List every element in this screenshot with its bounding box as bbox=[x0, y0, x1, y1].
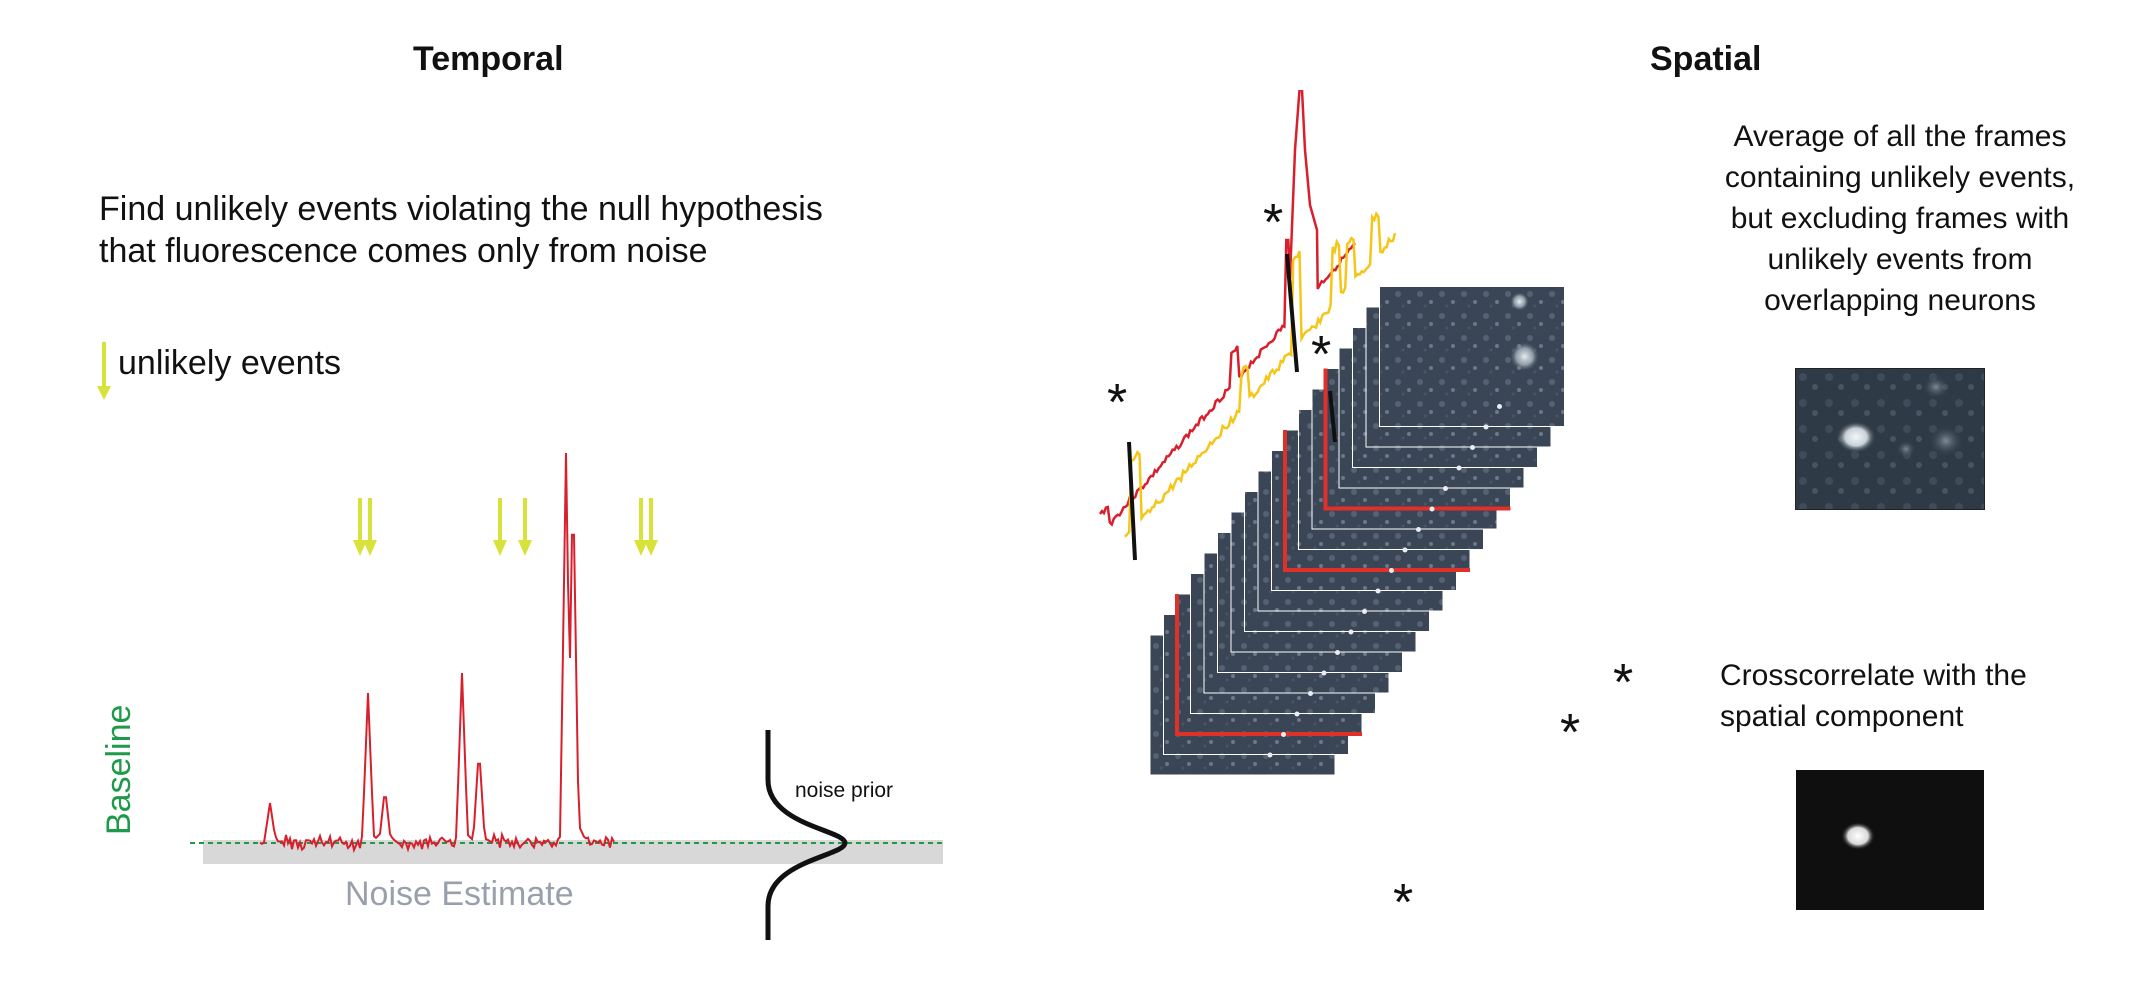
noise-prior-label: noise prior bbox=[795, 779, 893, 802]
highlighted-frame-border bbox=[1283, 430, 1470, 572]
frame-bright-spot bbox=[1429, 506, 1435, 512]
frame-bright-spot bbox=[1294, 711, 1300, 717]
neuron-blob bbox=[1510, 292, 1529, 311]
temporal-description-line1: Find unlikely events violating the null … bbox=[99, 190, 823, 228]
frame-bright-spot bbox=[1402, 547, 1408, 553]
spatial-component-blob bbox=[1841, 822, 1875, 850]
frame-bright-spot bbox=[1456, 465, 1462, 471]
temporal-trace-diagram: noise prior Baseline Noise Estimate bbox=[100, 452, 945, 940]
frame-bright-spot bbox=[1348, 629, 1354, 635]
average-line: Average of all the frames bbox=[1733, 120, 2067, 153]
frame-bright-spot bbox=[1308, 691, 1313, 696]
frame-bright-spot bbox=[1443, 486, 1448, 491]
event-segment bbox=[1328, 390, 1337, 443]
asterisk-marker: * bbox=[1560, 704, 1580, 762]
temporal-description: Find unlikely events violating the null … bbox=[99, 188, 823, 272]
event-arrow bbox=[363, 498, 377, 556]
legend-label: unlikely events bbox=[118, 344, 342, 382]
spatial-yellow-trace bbox=[1124, 211, 1397, 538]
asterisk-marker: * bbox=[1393, 874, 1413, 932]
average-line: containing unlikely events, bbox=[1724, 161, 2076, 194]
legend-arrow-icon bbox=[97, 342, 111, 400]
temporal-title: Temporal bbox=[413, 40, 564, 78]
frame-bright-spot bbox=[1389, 568, 1394, 573]
event-arrow bbox=[644, 498, 658, 556]
highlighted-frame-border bbox=[1323, 368, 1511, 511]
average-frame-texture bbox=[1796, 369, 1984, 509]
noise-prior-curve bbox=[765, 730, 848, 940]
average-line: overlapping neurons bbox=[1764, 284, 2036, 317]
spatial-component-image bbox=[1796, 770, 1984, 910]
frame-bright-spot bbox=[1281, 732, 1286, 737]
frame-bright-spot bbox=[1497, 404, 1502, 409]
spatial-title: Spatial bbox=[1650, 40, 1762, 78]
event-arrow bbox=[634, 498, 648, 556]
temporal-description-line2: that fluorescence comes only from noise bbox=[99, 232, 708, 270]
average-frames-description: Average of all the frames containing unl… bbox=[1660, 116, 2140, 321]
highlighted-frame-border bbox=[1175, 594, 1362, 736]
neuron-blob bbox=[1928, 425, 1964, 457]
asterisk-marker: * bbox=[1613, 654, 1633, 712]
neuron-blob bbox=[1836, 421, 1876, 453]
frame-bright-spot bbox=[1416, 527, 1421, 532]
unlikely-event-arrows bbox=[353, 498, 658, 556]
event-segment bbox=[1285, 253, 1299, 373]
frame-bright-spot bbox=[1375, 588, 1381, 594]
event-arrow bbox=[353, 498, 367, 556]
neuron-blob bbox=[1896, 440, 1916, 458]
frame-bright-spot bbox=[1335, 650, 1340, 655]
spatial-frames-diagram: * * * * * * bbox=[1098, 90, 1633, 932]
neuron-blob bbox=[1510, 342, 1539, 371]
event-arrow bbox=[518, 498, 532, 556]
crosscorrelate-line: Crosscorrelate with the bbox=[1720, 659, 2027, 692]
frame-bright-spot bbox=[1483, 424, 1489, 430]
frame-bright-spot bbox=[1362, 609, 1367, 614]
average-line: unlikely events from bbox=[1767, 243, 2033, 276]
crosscorrelate-line: spatial component bbox=[1720, 700, 1964, 733]
asterisk-marker: * bbox=[1263, 194, 1283, 252]
fluorescence-trace bbox=[259, 452, 615, 854]
frame-bright-spot bbox=[1321, 670, 1327, 676]
event-segment bbox=[1127, 441, 1137, 561]
noise-estimate-label: Noise Estimate bbox=[345, 875, 574, 913]
average-line: but excluding frames with bbox=[1730, 202, 2070, 235]
frame-bright-spot bbox=[1267, 752, 1273, 758]
crosscorrelate-description: Crosscorrelate with the spatial componen… bbox=[1720, 655, 2080, 737]
frame-bright-spot bbox=[1470, 445, 1475, 450]
frame-stack bbox=[1149, 286, 1565, 776]
asterisk-marker: * bbox=[1311, 326, 1331, 384]
baseline-label: Baseline bbox=[100, 705, 138, 835]
neuron-blob bbox=[1841, 822, 1875, 850]
asterisk-marker: * bbox=[1107, 374, 1127, 432]
neuron-blob bbox=[1922, 375, 1950, 399]
event-arrow bbox=[493, 498, 507, 556]
average-frame-image bbox=[1795, 368, 1985, 510]
